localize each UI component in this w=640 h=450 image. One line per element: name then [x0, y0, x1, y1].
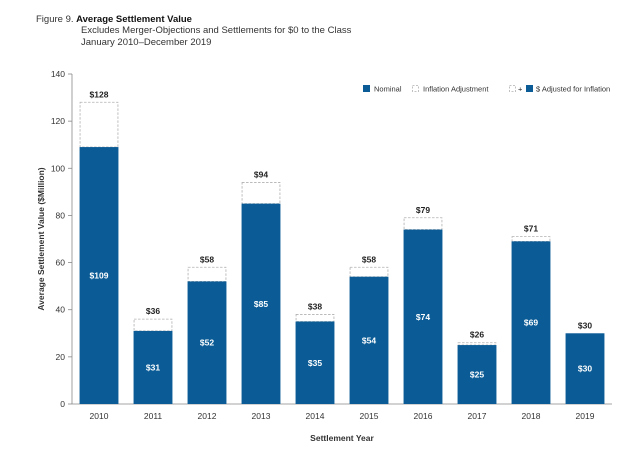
bar-nominal-label: $31 [146, 362, 160, 372]
x-tick-label: 2017 [468, 411, 487, 421]
y-tick-label: 80 [56, 210, 66, 220]
bar-nominal [565, 333, 605, 404]
bar-inflation-adjustment [511, 236, 551, 242]
bar-nominal-label: $74 [416, 312, 430, 322]
bar-inflation-adjustment [403, 217, 443, 230]
bar-adjusted-label: $128 [90, 89, 109, 99]
x-tick-label: 2019 [576, 411, 595, 421]
bar-nominal [187, 281, 227, 404]
figure-title: Average Settlement Value [76, 14, 192, 25]
y-tick-label: 60 [56, 258, 66, 268]
bar-adjusted-label: $94 [254, 169, 268, 179]
legend-swatch-adjusted-outline [509, 85, 516, 92]
legend-label-nominal: Nominal [374, 85, 402, 94]
y-axis-title: Average Settlement Value ($Million) [36, 167, 46, 310]
figure-subtitle-1: Excludes Merger-Objections and Settlemen… [81, 25, 352, 36]
bar-nominal [295, 321, 335, 404]
bar-nominal-label: $52 [200, 338, 214, 348]
bar-nominal [403, 229, 443, 404]
bar-nominal-label: $35 [308, 358, 322, 368]
bar-adjusted-label: $38 [308, 301, 322, 311]
chart-axes: 0 20 40 60 80 100 120 140 2010 2011 2012 2013 2014 20… [36, 69, 612, 443]
chart-legend: Nominal Inflation Adjustment + $ Adjuste… [363, 85, 610, 94]
x-tick-label: 2015 [360, 411, 379, 421]
chart-bars: $109 $128 $31 $36 $52 $58 $85 $94 $35 $38 $54 $58 $7… [79, 89, 605, 405]
x-tick-label: 2012 [198, 411, 217, 421]
bar-nominal [79, 147, 119, 405]
legend-swatch-adjusted-fill [526, 85, 533, 92]
bar-adjusted-label: $26 [470, 330, 484, 340]
legend-label-adjusted: $ Adjusted for Inflation [536, 85, 610, 94]
figure-title-line: Figure 9. Average Settlement Value [36, 14, 616, 25]
bar-nominal-label: $54 [362, 335, 376, 345]
bar-inflation-adjustment [295, 314, 335, 322]
bar-inflation-adjustment [457, 342, 497, 346]
bar-adjusted-label: $36 [146, 306, 160, 316]
bar-inflation-adjustment [133, 318, 173, 332]
bar-adjusted-label: $71 [524, 224, 538, 234]
bar-nominal-label: $109 [90, 271, 109, 281]
bar-inflation-adjustment [79, 101, 119, 148]
bar-adjusted-label: $30 [578, 320, 592, 330]
legend-plus: + [518, 85, 523, 94]
y-tick-label: 20 [56, 352, 66, 362]
bar-nominal [511, 241, 551, 404]
y-tick-label: 40 [56, 305, 66, 315]
x-tick-label: 2014 [306, 411, 325, 421]
bar-nominal [457, 345, 497, 404]
bar-adjusted-label: $58 [200, 254, 214, 264]
y-tick-label: 120 [51, 116, 65, 126]
bar-adjusted-label: $79 [416, 205, 430, 215]
x-tick-label: 2011 [144, 411, 163, 421]
bar-nominal-label: $30 [578, 364, 592, 374]
bar-inflation-adjustment [187, 266, 227, 282]
x-axis-title: Settlement Year [310, 433, 374, 443]
x-tick-label: 2018 [522, 411, 541, 421]
legend-label-inflation: Inflation Adjustment [423, 85, 489, 94]
y-tick-label: 100 [51, 163, 65, 173]
legend-swatch-nominal [363, 85, 370, 92]
y-tick-label: 0 [60, 399, 65, 409]
figure-subtitle-2: January 2010–December 2019 [81, 37, 212, 48]
bar-nominal [133, 330, 173, 404]
y-tick-label: 140 [51, 69, 65, 79]
figure-header: Figure 9. Average Settlement Value Exclu… [36, 14, 616, 49]
bar-nominal-label: $25 [470, 370, 484, 380]
bar-nominal [349, 276, 389, 404]
bar-adjusted-label: $58 [362, 254, 376, 264]
legend-swatch-inflation [412, 85, 419, 92]
figure-number: Figure 9. [36, 14, 74, 25]
x-tick-label: 2016 [414, 411, 433, 421]
x-tick-label: 2010 [90, 411, 109, 421]
bar-inflation-adjustment [349, 266, 389, 278]
x-tick-label: 2013 [252, 411, 271, 421]
bar-inflation-adjustment [241, 182, 281, 205]
bar-nominal-label: $69 [524, 318, 538, 328]
bar-nominal-label: $85 [254, 299, 268, 309]
bar-nominal [241, 203, 281, 404]
